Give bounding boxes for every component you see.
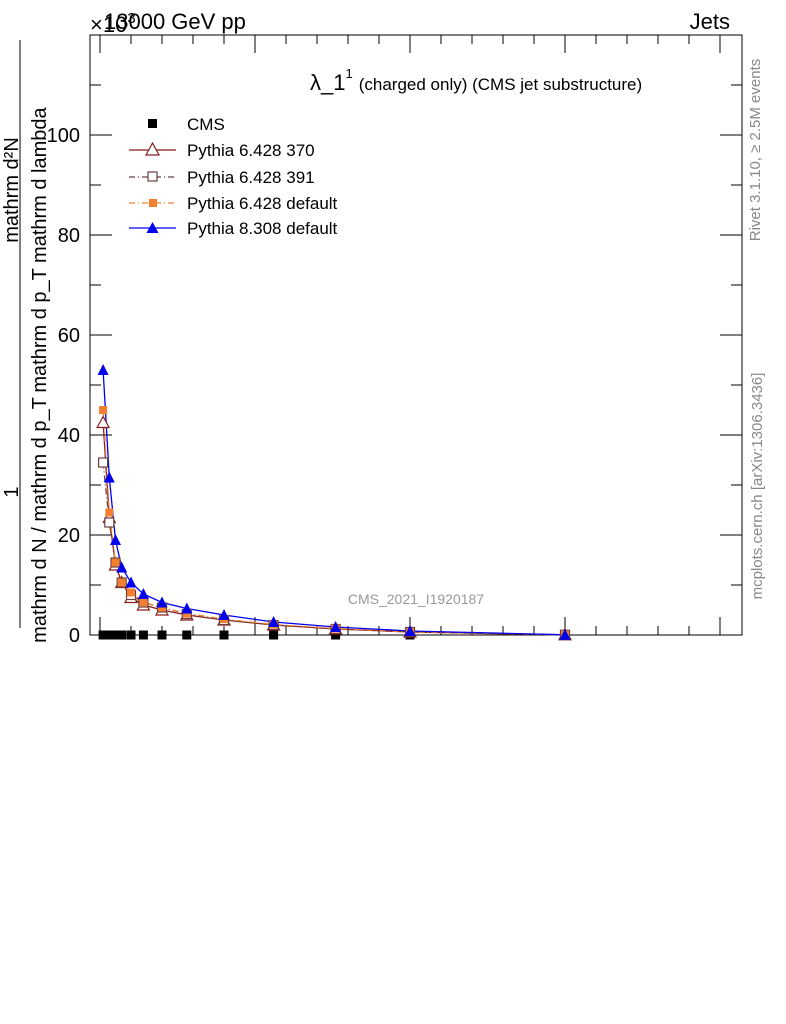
data-point-4-9 bbox=[268, 616, 280, 627]
data-point-4-2 bbox=[110, 534, 121, 545]
data-point-3-0 bbox=[99, 406, 108, 414]
data-point-4-7 bbox=[181, 602, 193, 614]
legend-label-cms: CMS bbox=[187, 115, 225, 134]
beam-label: 13000 GeV pp bbox=[104, 9, 246, 34]
data-point-4-3 bbox=[116, 561, 128, 573]
data-point-4-11 bbox=[404, 625, 416, 636]
series-line-2 bbox=[102, 462, 566, 636]
legend-marker-p8-default bbox=[146, 222, 159, 233]
legend-marker-p6-370 bbox=[144, 141, 161, 156]
y-label-top-denominator: mathrm d p_T mathrm d lambda bbox=[29, 106, 51, 392]
data-point-0-4 bbox=[126, 630, 136, 640]
data-point-0-5 bbox=[138, 630, 148, 640]
y-label-numerator: 1 bbox=[1, 486, 23, 497]
legend-marker-p6-391 bbox=[147, 171, 158, 182]
legend-entry-p8-default: Pythia 8.308 default bbox=[129, 219, 338, 238]
series-lines bbox=[102, 369, 566, 636]
y-label-denominator: mathrm d N / mathrm d p_T bbox=[29, 397, 51, 643]
scale-exponent: ×103 bbox=[90, 10, 136, 37]
analysis-watermark: CMS_2021_I1920187 bbox=[348, 591, 484, 607]
data-point-2-1 bbox=[104, 517, 115, 528]
data-point-3-5 bbox=[139, 598, 148, 607]
data-point-3-3 bbox=[117, 578, 126, 587]
legend: CMS Pythia 6.428 370 Pythia 6.428 391 Py… bbox=[129, 115, 338, 238]
legend-marker-cms bbox=[148, 119, 157, 128]
data-point-4-5 bbox=[137, 588, 149, 599]
legend-entry-p6-default: Pythia 6.428 default bbox=[129, 194, 338, 213]
data-point-3-2 bbox=[111, 558, 120, 567]
y-tick-label: 20 bbox=[58, 525, 80, 547]
legend-entry-p6-391: Pythia 6.428 391 bbox=[129, 168, 315, 187]
y-axis-label: 1 mathrm d²N mathrm d N / mathrm d p_T m… bbox=[1, 40, 51, 643]
series-line-4 bbox=[102, 369, 566, 636]
legend-entry-cms: CMS bbox=[148, 115, 225, 134]
data-point-4-8 bbox=[218, 609, 230, 620]
series-markers bbox=[96, 364, 573, 641]
data-point-4-10 bbox=[330, 621, 342, 632]
data-point-0-1 bbox=[104, 630, 114, 640]
data-point-2-0 bbox=[97, 457, 109, 468]
data-point-4-1 bbox=[103, 471, 115, 483]
jets-label: Jets bbox=[690, 9, 730, 34]
data-point-4-6 bbox=[156, 596, 168, 608]
rivet-version-text: Rivet 3.1.10, ≥ 2.5M events bbox=[747, 59, 764, 242]
data-point-3-1 bbox=[105, 508, 114, 517]
data-point-4-0 bbox=[97, 364, 109, 375]
data-point-0-3 bbox=[117, 630, 127, 640]
legend-label-p8-default: Pythia 8.308 default bbox=[187, 219, 338, 238]
mcplots-credit-text: mcplots.cern.ch [arXiv:1306.3436] bbox=[749, 373, 766, 600]
y-tick-label: 60 bbox=[58, 325, 80, 347]
y-tick-label: 40 bbox=[58, 425, 80, 447]
legend-label-p6-391: Pythia 6.428 391 bbox=[187, 168, 315, 187]
y-tick-label: 0 bbox=[69, 625, 80, 647]
data-point-0-0 bbox=[98, 630, 108, 640]
plot-title: λ_11(charged only) (CMS jet substructure… bbox=[310, 66, 642, 95]
series-line-1 bbox=[102, 422, 566, 636]
y-label-top-numerator: mathrm d²N bbox=[1, 137, 23, 243]
data-point-1-0 bbox=[96, 415, 111, 429]
data-point-0-7 bbox=[182, 630, 192, 640]
data-point-0-10 bbox=[331, 630, 341, 640]
data-point-4-4 bbox=[125, 576, 137, 588]
legend-marker-p6-default bbox=[149, 199, 157, 207]
series-line-3 bbox=[102, 409, 566, 636]
legend-label-p6-default: Pythia 6.428 default bbox=[187, 194, 338, 213]
y-tick-labels: 0 20 40 60 80 100 bbox=[47, 125, 80, 647]
y-tick-label: 80 bbox=[58, 225, 80, 247]
legend-entry-p6-370: Pythia 6.428 370 bbox=[129, 141, 315, 160]
data-point-0-6 bbox=[157, 630, 167, 640]
data-point-0-2 bbox=[111, 630, 120, 640]
y-tick-label: 100 bbox=[47, 125, 80, 147]
data-point-4-12 bbox=[559, 628, 571, 640]
data-point-3-4 bbox=[127, 588, 135, 597]
axis-ticks bbox=[90, 34, 742, 636]
data-point-0-8 bbox=[219, 630, 229, 640]
legend-label-p6-370: Pythia 6.428 370 bbox=[187, 141, 315, 160]
data-point-0-9 bbox=[269, 630, 279, 640]
